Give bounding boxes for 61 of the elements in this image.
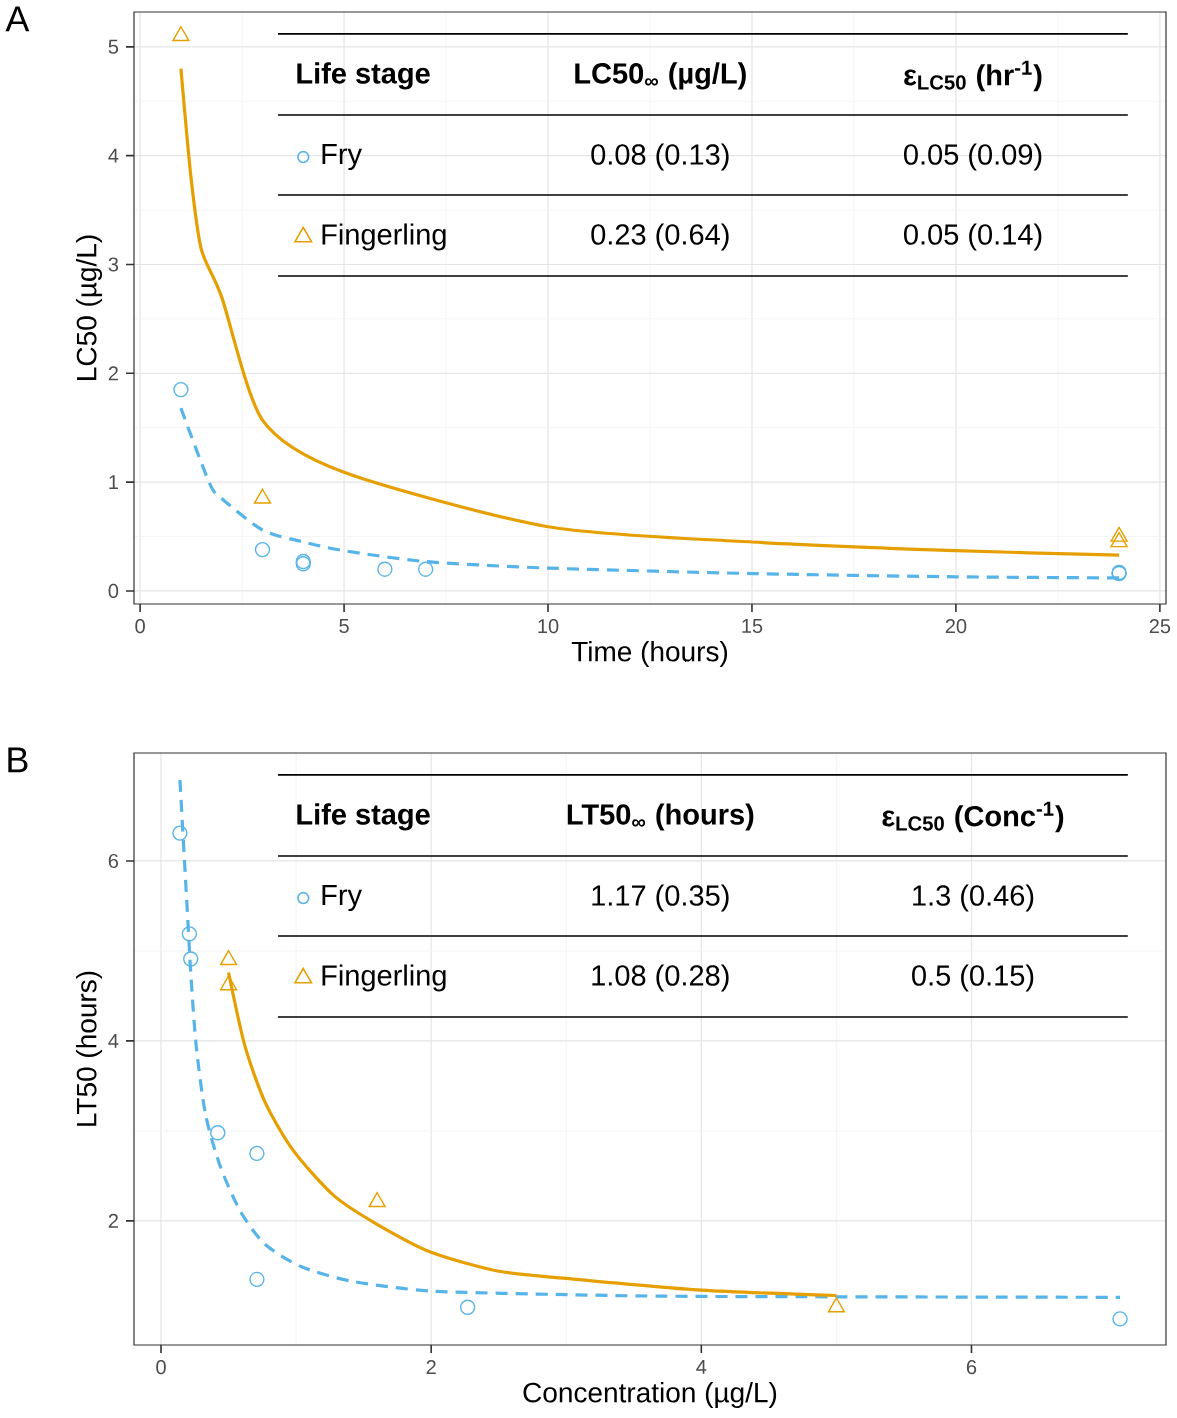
y-tick-label: 5 (108, 39, 119, 54)
annotation: LT50$_{∞}$ (hours) (567, 803, 754, 831)
legend-label: Fingerling (322, 223, 446, 251)
x-tick-label: 25 (1149, 619, 1171, 634)
y-axis-title: LT50 (hours) (75, 971, 103, 1126)
legend-label: Fry (322, 885, 362, 912)
point (172, 26, 190, 42)
annotation: 0.05 (0.14) (904, 223, 1042, 251)
x-axis-title: Time (hours) (571, 640, 728, 668)
y-tick-label: 4 (108, 1034, 119, 1048)
annotation: Life stage (297, 803, 430, 831)
legend-label: Fry (322, 144, 362, 171)
y-tick-label: 1 (109, 475, 118, 489)
annotation: ε$_{LC50}$ (hr$^{-1}$) (904, 60, 1042, 92)
x-tick-label: 20 (945, 619, 967, 634)
chart-title: B (8, 747, 28, 773)
x-tick-label: 4 (696, 1360, 707, 1374)
annotation: ε$_{LC50}$ (Conc$^{-1}$) (882, 801, 1064, 833)
x-tick-label: 0 (156, 1360, 166, 1375)
y-tick-label: 2 (108, 1213, 118, 1228)
legend-label: Fingerling (322, 964, 446, 992)
y-tick-label: 3 (108, 257, 119, 272)
x-tick-label: 2 (426, 1360, 436, 1375)
y-tick-label: 4 (108, 148, 119, 163)
annotation: 0.05 (0.09) (904, 143, 1042, 171)
point (1110, 532, 1128, 548)
annotation: 1.17 (0.35) (592, 884, 729, 912)
point (210, 1124, 226, 1141)
y-tick-label: 2 (108, 366, 118, 381)
annotation: LC50$_{∞}$ (µg/L) (575, 62, 746, 90)
point (368, 1192, 386, 1208)
point (172, 825, 188, 841)
annotation: 1.3 (0.46) (913, 884, 1034, 912)
x-tick-label: 6 (966, 1360, 977, 1375)
y-axis-title: LC50 (µg/L) (75, 235, 103, 380)
point (181, 926, 198, 942)
point (249, 1145, 265, 1162)
y-tick-label: 0 (108, 583, 119, 599)
annotation: 0.5 (0.15) (912, 964, 1034, 992)
point (417, 561, 434, 577)
point (183, 951, 199, 967)
y-tick-label: 6 (108, 853, 119, 869)
annotation: 1.08 (0.28) (592, 964, 729, 992)
x-tick-label: 0 (135, 619, 145, 634)
point (249, 1271, 265, 1288)
x-tick-label: 10 (538, 619, 559, 634)
point (219, 975, 238, 991)
x-tick-label: 5 (339, 619, 349, 634)
point (173, 381, 189, 398)
x-tick-label: 15 (742, 619, 763, 634)
annotation: 0.08 (0.13) (591, 143, 729, 171)
point (254, 541, 271, 558)
point (219, 950, 238, 966)
annotation: 0.23 (0.64) (591, 223, 729, 251)
point (1112, 1311, 1128, 1327)
annotation: Life stage (297, 62, 430, 90)
point (377, 561, 393, 577)
point (827, 1297, 846, 1313)
x-axis-title: Concentration (µg/L) (523, 1381, 777, 1409)
chart-title: A (5, 6, 30, 32)
point (459, 1299, 476, 1315)
